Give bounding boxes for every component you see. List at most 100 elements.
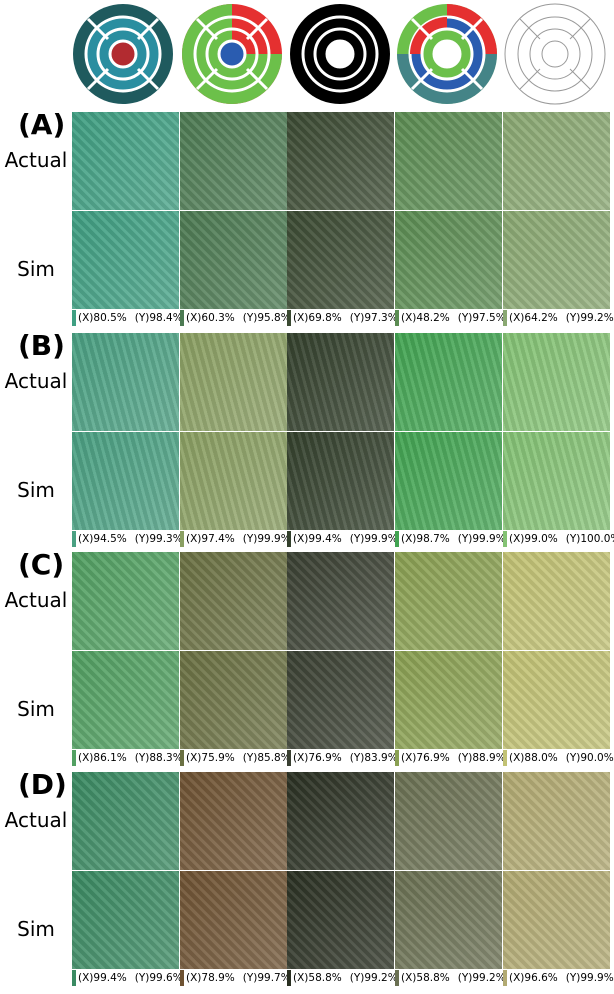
image [395, 432, 502, 530]
color-bar [180, 310, 184, 326]
icon [182, 4, 282, 104]
caption: (X)99.4%(Y)99.9% [287, 531, 394, 547]
color-bar [503, 750, 507, 766]
row-label: Actual [4, 588, 68, 612]
icon [290, 4, 390, 104]
row-label: Sim [4, 257, 68, 281]
y-score: (Y)88.9% [458, 752, 506, 764]
y-score: (Y)99.9% [458, 533, 506, 545]
caption: (X)99.4%(Y)99.6% [72, 970, 179, 986]
image [503, 432, 610, 530]
image [287, 112, 394, 210]
x-score: (X)58.8% [293, 972, 342, 984]
image [395, 772, 502, 870]
image [503, 651, 610, 749]
image [72, 552, 179, 650]
caption: (X)98.7%(Y)99.9% [395, 531, 502, 547]
image [287, 871, 394, 969]
image [503, 871, 610, 969]
color-bar [287, 750, 291, 766]
image [395, 112, 502, 210]
image [395, 552, 502, 650]
image [287, 333, 394, 431]
image [180, 112, 287, 210]
color-bar [72, 970, 76, 986]
x-score: (X)76.9% [401, 752, 450, 764]
color-bar [180, 531, 184, 547]
row-label: Actual [4, 148, 68, 172]
color-bar [287, 531, 291, 547]
x-score: (X)99.0% [509, 533, 558, 545]
caption: (X)69.8%(Y)97.3% [287, 310, 394, 326]
x-score: (X)60.3% [186, 312, 235, 324]
caption: (X)64.2%(Y)99.2% [503, 310, 610, 326]
image [180, 211, 287, 309]
y-score: (Y)88.3% [135, 752, 183, 764]
x-score: (X)80.5% [78, 312, 127, 324]
x-score: (X)64.2% [509, 312, 558, 324]
y-score: (Y)99.2% [566, 312, 614, 324]
y-score: (Y)99.6% [135, 972, 183, 984]
y-score: (Y)98.4% [135, 312, 183, 324]
image [287, 432, 394, 530]
color-bar [395, 970, 399, 986]
x-score: (X)99.4% [78, 972, 127, 984]
color-bar [503, 531, 507, 547]
image [72, 871, 179, 969]
x-score: (X)48.2% [401, 312, 450, 324]
caption: (X)78.9%(Y)99.7% [180, 970, 287, 986]
panel-label: (B) [18, 329, 65, 362]
image [180, 871, 287, 969]
row-label: Sim [4, 917, 68, 941]
x-score: (X)69.8% [293, 312, 342, 324]
caption: (X)97.4%(Y)99.9% [180, 531, 287, 547]
color-bar [180, 750, 184, 766]
y-score: (Y)99.9% [566, 972, 614, 984]
icon [397, 4, 497, 104]
panel-label: (C) [18, 548, 64, 581]
caption: (X)80.5%(Y)98.4% [72, 310, 179, 326]
caption: (X)99.0%(Y)100.0% [503, 531, 610, 547]
y-score: (Y)95.8% [243, 312, 291, 324]
x-score: (X)94.5% [78, 533, 127, 545]
color-bar [72, 531, 76, 547]
row-label: Sim [4, 478, 68, 502]
image [72, 333, 179, 431]
image [503, 552, 610, 650]
x-score: (X)88.0% [509, 752, 558, 764]
color-bar [395, 531, 399, 547]
y-score: (Y)85.8% [243, 752, 291, 764]
image [503, 772, 610, 870]
color-bar [72, 310, 76, 326]
filter-icons [0, 0, 614, 110]
x-score: (X)58.8% [401, 972, 450, 984]
caption: (X)86.1%(Y)88.3% [72, 750, 179, 766]
x-score: (X)76.9% [293, 752, 342, 764]
caption: (X)60.3%(Y)95.8% [180, 310, 287, 326]
y-score: (Y)83.9% [350, 752, 398, 764]
image [72, 211, 179, 309]
image [72, 772, 179, 870]
image [395, 211, 502, 309]
y-score: (Y)100.0% [566, 533, 614, 545]
image [503, 211, 610, 309]
image [395, 333, 502, 431]
panel-label: (A) [18, 108, 65, 141]
image [395, 871, 502, 969]
color-bar [72, 750, 76, 766]
x-score: (X)86.1% [78, 752, 127, 764]
x-score: (X)78.9% [186, 972, 235, 984]
image [287, 651, 394, 749]
y-score: (Y)99.2% [458, 972, 506, 984]
y-score: (Y)99.9% [243, 533, 291, 545]
color-bar [395, 750, 399, 766]
x-score: (X)75.9% [186, 752, 235, 764]
image [287, 552, 394, 650]
image [72, 112, 179, 210]
image [180, 333, 287, 431]
image [180, 552, 287, 650]
image [72, 432, 179, 530]
caption: (X)88.0%(Y)90.0% [503, 750, 610, 766]
image [180, 772, 287, 870]
caption: (X)76.9%(Y)88.9% [395, 750, 502, 766]
